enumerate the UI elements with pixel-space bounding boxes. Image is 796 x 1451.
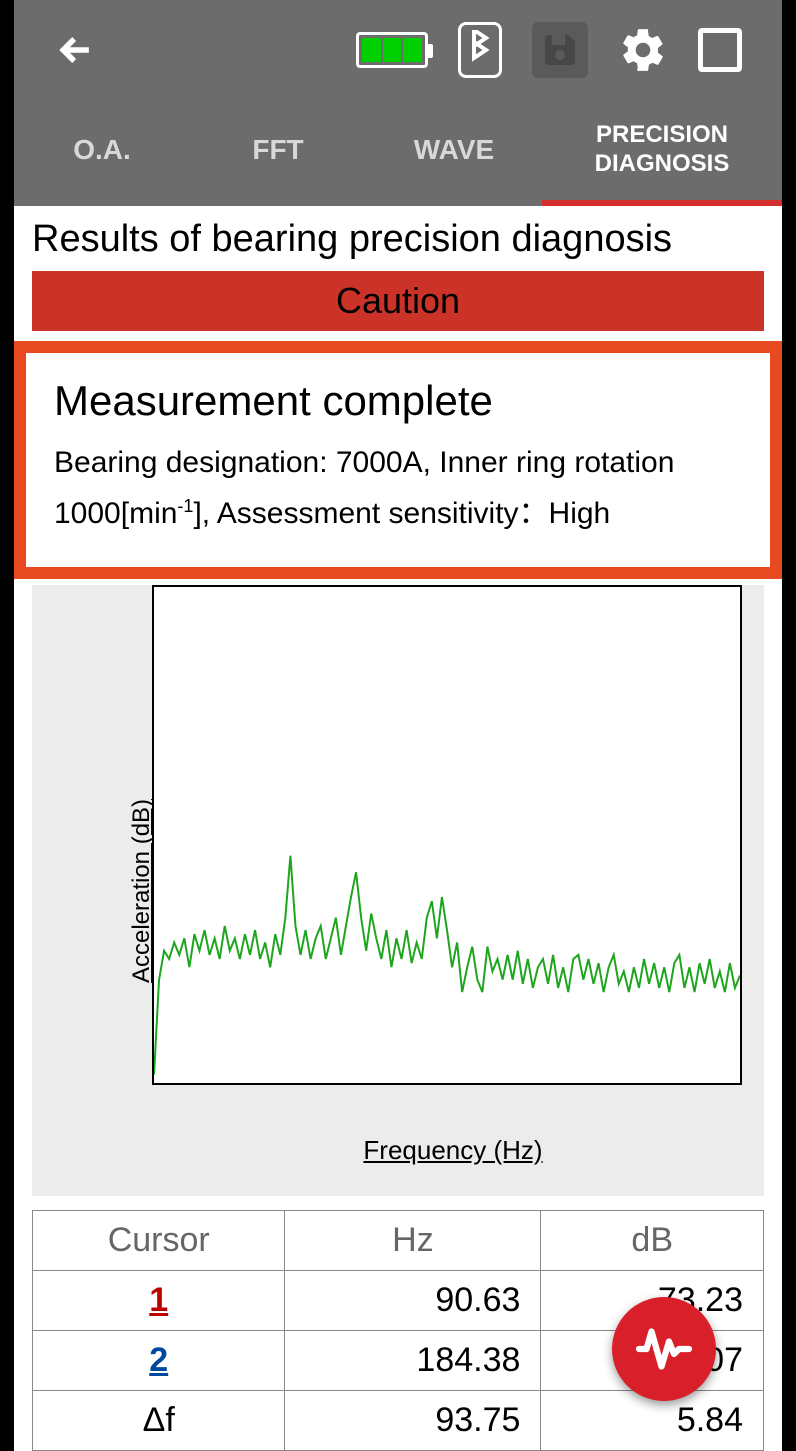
measure-fab[interactable] [612,1297,716,1401]
tab-wave[interactable]: WAVE [366,100,542,206]
battery-icon [356,32,428,68]
chart-plot[interactable]: -20-40-60-80-100-120100200300400500 [152,585,742,1085]
spectrum-chart: Acceleration (dB) -20-40-60-80-100-12010… [32,585,764,1196]
th-cursor: Cursor [33,1211,285,1271]
tab-fft[interactable]: FFT [190,100,366,206]
measurement-line2: 1000[min-1], Assessment sensitivity：High [54,488,742,539]
stop-icon[interactable] [698,28,742,72]
toolbar [14,0,782,100]
settings-icon[interactable] [618,25,668,75]
measurement-summary: Measurement complete Bearing designation… [14,341,782,579]
th-hz: Hz [285,1211,541,1271]
measurement-heading: Measurement complete [54,377,742,425]
caution-banner: Caution [32,271,764,331]
spectrum-line [154,587,740,1083]
chart-xlabel: Frequency (Hz) [158,1135,748,1166]
tabs: O.A. FFT WAVE PRECISION DIAGNOSIS [14,100,782,206]
page-title: Results of bearing precision diagnosis [14,206,782,271]
save-icon[interactable] [532,22,588,78]
tab-precision-diagnosis[interactable]: PRECISION DIAGNOSIS [542,100,782,206]
bluetooth-icon[interactable] [458,22,502,78]
tab-oa[interactable]: O.A. [14,100,190,206]
measurement-line1: Bearing designation: 7000A, Inner ring r… [54,437,742,488]
waveform-icon [634,1319,694,1379]
th-db: dB [541,1211,764,1271]
content: Results of bearing precision diagnosis C… [14,206,782,1451]
back-icon[interactable] [54,28,98,72]
